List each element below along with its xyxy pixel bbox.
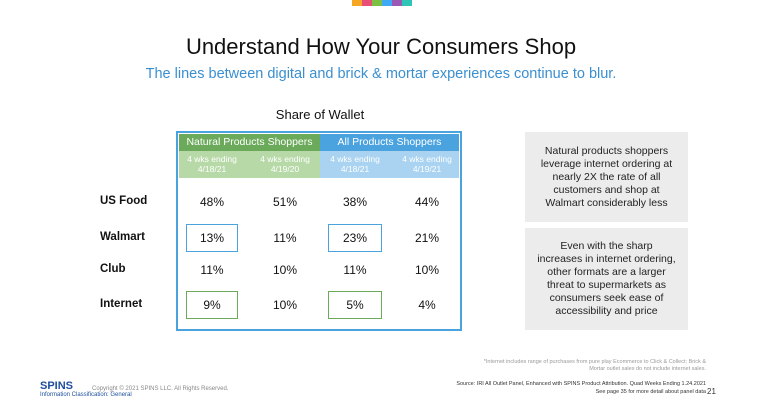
title: Understand How Your Consumers Shop: [185, 34, 577, 59]
highlight: [328, 224, 382, 252]
table-cell: 23%: [342, 231, 368, 245]
period-band: [320, 151, 459, 178]
table-cell: 10%: [272, 263, 298, 277]
classification: Information Classification: General: [40, 392, 132, 398]
table-cell: 10%: [414, 263, 440, 277]
row-label: US Food: [100, 195, 148, 207]
highlight: [328, 291, 382, 319]
highlight: [186, 291, 238, 319]
table-cell: 4%: [418, 298, 436, 312]
table-cell: 48%: [199, 195, 225, 209]
page-number: 21: [707, 387, 716, 396]
period-header: 4 wks ending 4/18/21: [187, 154, 237, 174]
logo: SPINS: [40, 380, 74, 392]
source-note: See page 35 for more detail about panel …: [595, 389, 706, 395]
group-header: All Products Shoppers: [320, 134, 459, 151]
insight-note: Even with the sharp increases in interne…: [525, 228, 688, 330]
source: Source: IRI All Outlet Panel, Enhanced w…: [456, 381, 706, 387]
period-header: 4 wks ending 4/19/20: [260, 154, 310, 174]
color-strip: [372, 0, 382, 6]
color-strip: [402, 0, 412, 6]
table-cell: 11%: [343, 263, 367, 277]
period-header: 4 wks ending 4/18/21: [330, 154, 380, 174]
color-strip: [382, 0, 392, 6]
subtitle: The lines between digital and brick & mo…: [145, 66, 617, 82]
table-cell: 11%: [200, 263, 224, 277]
color-strip: [352, 0, 362, 6]
color-strip: [362, 0, 372, 6]
copyright: Copyright © 2021 SPINS LLC. All Rights R…: [92, 386, 229, 392]
table-cell: 10%: [272, 298, 298, 312]
table-cell: 5%: [346, 298, 364, 312]
table-cell: 44%: [414, 195, 440, 209]
table-cell: 11%: [273, 231, 297, 245]
row-label: Walmart: [100, 231, 145, 243]
table-frame: [176, 131, 462, 331]
footnote: *Internet includes range of purchases fr…: [483, 359, 706, 372]
table-cell: 21%: [414, 231, 440, 245]
table-cell: 38%: [342, 195, 368, 209]
row-label: Club: [100, 263, 126, 275]
group-header: Natural Products Shoppers: [179, 134, 320, 151]
insight-note: Natural products shoppers leverage inter…: [525, 132, 688, 222]
row-label: Internet: [100, 298, 143, 310]
period-band: [179, 151, 320, 178]
table-title: Share of Wallet: [275, 107, 365, 122]
highlight: [186, 224, 238, 252]
table-cell: 9%: [203, 298, 221, 312]
table-cell: 51%: [272, 195, 298, 209]
color-strip: [392, 0, 402, 6]
period-header: 4 wks ending 4/19/21: [402, 154, 452, 174]
table-cell: 13%: [199, 231, 225, 245]
